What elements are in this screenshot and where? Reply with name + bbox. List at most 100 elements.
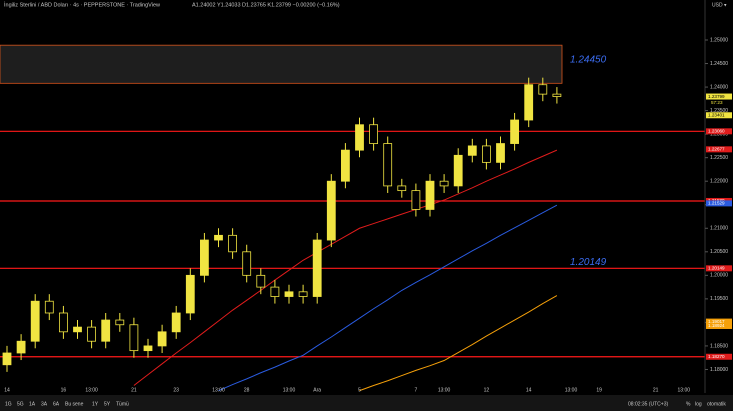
candle-body <box>510 119 520 144</box>
price-marker-label: 1.19017 <box>708 319 725 324</box>
candle-body <box>242 251 252 276</box>
candle-body <box>538 84 548 95</box>
ohlc-readout: A1.24002 Y1.24033 D1.23765 K1.23799 −0.0… <box>192 2 340 8</box>
price-marker-label: 1.21529 <box>708 201 725 206</box>
x-tick-label: 14 <box>4 387 10 393</box>
price-marker-label: 1.23060 <box>708 129 725 134</box>
y-tick-label: 1.25000 <box>710 37 728 43</box>
candle-body <box>199 239 209 276</box>
x-tick-label: 28 <box>244 387 250 393</box>
candle-body <box>312 239 322 297</box>
candle-body <box>439 180 449 187</box>
candle-body <box>496 143 505 163</box>
candle-body <box>270 286 280 297</box>
y-tick-label: 1.23500 <box>710 108 728 114</box>
price-marker <box>706 128 732 135</box>
candle-body <box>157 331 167 347</box>
candle-body <box>59 312 68 333</box>
price-marker-label: 1.23799 <box>708 94 725 99</box>
x-tick-label: 13:00 <box>85 387 98 393</box>
candle-body <box>552 93 562 97</box>
candle-body <box>73 326 82 333</box>
range-button[interactable]: 5Y <box>104 401 111 407</box>
price-marker <box>706 265 732 272</box>
x-tick-label: 19 <box>596 387 602 393</box>
candle-body <box>16 340 26 354</box>
y-tick-label: 1.22500 <box>710 155 728 161</box>
x-tick-label: 13:00 <box>438 387 451 393</box>
countdown: 57:23 <box>711 100 723 105</box>
percent-toggle[interactable]: % <box>686 401 691 407</box>
moving-average <box>218 204 558 392</box>
x-tick-label: 13:00 <box>565 387 578 393</box>
x-tick-label: 13:00 <box>283 387 296 393</box>
range-button[interactable]: 1Y <box>92 401 99 407</box>
candle-body <box>369 124 379 144</box>
candle-body <box>171 312 181 333</box>
moving-average <box>359 295 558 392</box>
range-button[interactable]: 6A <box>53 401 60 407</box>
range-button[interactable]: Tümü <box>116 401 129 407</box>
clock: 08:02:35 (UTC+3) <box>628 401 668 407</box>
candle-body <box>340 149 350 182</box>
y-tick-label: 1.20500 <box>710 249 728 255</box>
y-tick-label: 1.24500 <box>710 61 728 67</box>
candle-body <box>256 274 266 288</box>
x-tick-label: 5 <box>358 387 361 393</box>
log-toggle[interactable]: log <box>695 401 702 407</box>
y-tick-label: 1.18000 <box>710 367 728 373</box>
price-marker-label: 1.18270 <box>708 354 725 359</box>
auto-toggle[interactable]: otomatik <box>707 401 726 407</box>
candle-body <box>411 190 421 210</box>
candle-body <box>326 180 336 241</box>
range-button[interactable]: 1A <box>29 401 36 407</box>
candle-body <box>185 274 195 314</box>
candle-body <box>44 300 54 314</box>
candle-body <box>30 300 40 342</box>
range-button[interactable]: 3A <box>41 401 48 407</box>
candle-body <box>298 291 308 297</box>
x-tick-label: 12 <box>484 387 490 393</box>
price-marker <box>706 318 732 325</box>
bottom-toolbar <box>0 395 733 411</box>
x-tick-label: 16 <box>61 387 67 393</box>
x-tick-label: 13:00 <box>678 387 691 393</box>
annotation: 1.20149 <box>570 257 607 268</box>
x-tick-label: 23 <box>173 387 179 393</box>
moving-average <box>133 149 558 386</box>
candle-body <box>214 234 223 241</box>
candle-body <box>228 234 238 253</box>
candle-body <box>129 324 139 352</box>
x-tick-label: 21 <box>653 387 659 393</box>
price-marker <box>706 353 732 360</box>
candle-body <box>383 143 393 187</box>
price-marker-label: 1.18924 <box>708 323 725 328</box>
price-marker <box>706 93 732 100</box>
annotation: 1.24450 <box>570 55 607 66</box>
price-marker <box>706 112 732 119</box>
candle-body <box>355 124 364 151</box>
candle-body <box>467 145 477 156</box>
candle-body <box>425 180 435 210</box>
candle-body <box>284 291 294 297</box>
range-button[interactable]: 1G <box>5 401 12 407</box>
y-tick-label: 1.24000 <box>710 84 728 90</box>
y-tick-label: 1.20000 <box>710 273 728 279</box>
candle-body <box>524 84 534 121</box>
currency[interactable]: USD ▾ <box>712 2 727 8</box>
y-tick-label: 1.21000 <box>710 226 728 232</box>
candle-body <box>87 326 96 342</box>
candle-body <box>453 154 463 187</box>
candle-body <box>115 319 125 326</box>
chart-title: İngiliz Sterlini / ABD Doları · 4s · PEP… <box>4 1 160 8</box>
candle-body <box>481 145 491 163</box>
price-marker <box>706 200 732 207</box>
x-tick-label: 14 <box>526 387 532 393</box>
y-tick-label: 1.22000 <box>710 179 728 185</box>
range-button[interactable]: 5G <box>17 401 24 407</box>
candle-body <box>101 319 111 342</box>
range-button[interactable]: Bu sene <box>65 401 84 407</box>
price-marker <box>706 322 732 329</box>
price-marker-label: 1.23401 <box>708 112 725 117</box>
